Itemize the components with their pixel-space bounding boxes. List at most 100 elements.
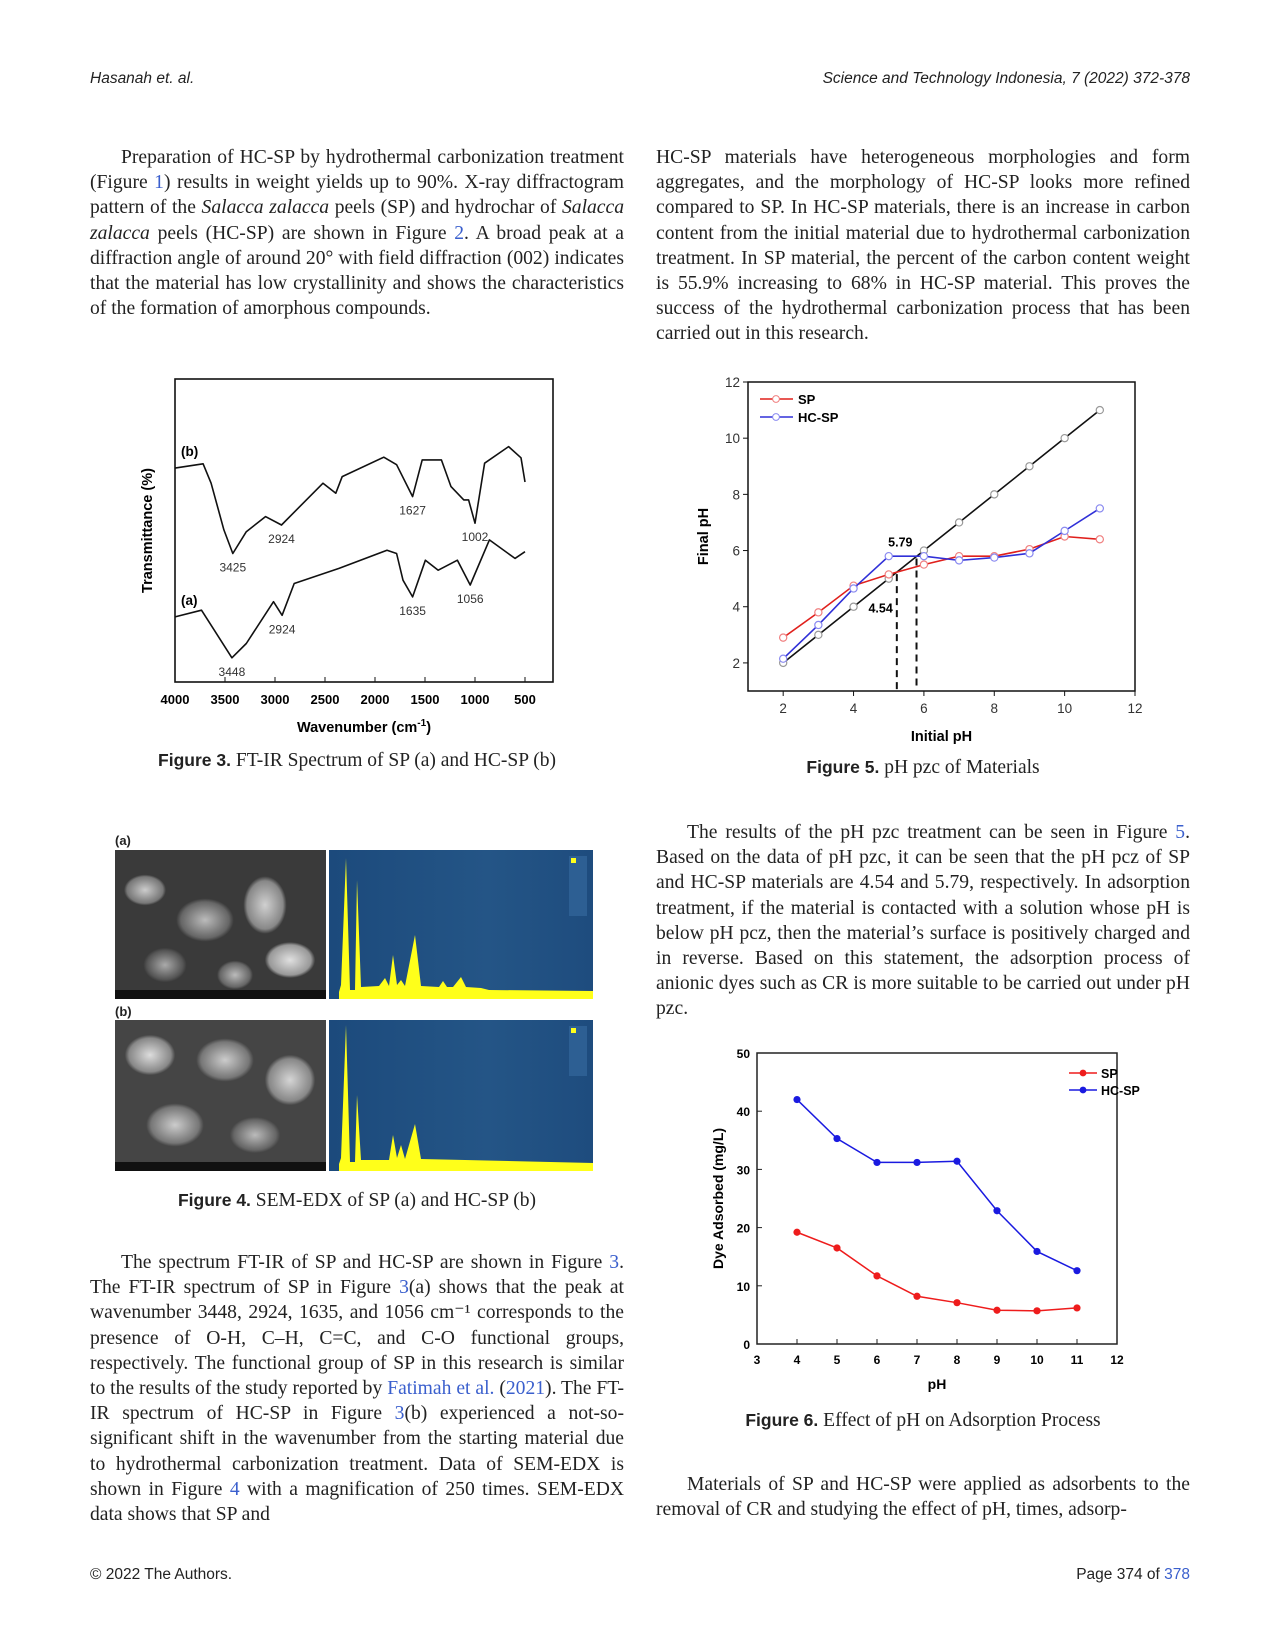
data-point — [1033, 1247, 1041, 1256]
pzc-value-label: 5.79 — [888, 535, 912, 549]
x-tick-label: 2000 — [361, 692, 390, 707]
series-line-hc-sp — [796, 1099, 1078, 1272]
x-tick-label: 4 — [850, 701, 858, 716]
data-point — [1060, 433, 1069, 443]
plot-frame — [756, 1052, 1118, 1345]
reference-link[interactable]: 1 — [154, 172, 164, 194]
spectrum-line-a — [174, 539, 526, 659]
y-tick-label: 6 — [732, 544, 740, 559]
legend-label: HC-SP — [798, 410, 839, 425]
ph-pzc-chart: 2 4 6 8 10 12 2 4 6 8 10 12 Initial pH Final pH 4.54 5.… — [696, 375, 1143, 745]
data-point — [778, 633, 788, 642]
data-point — [990, 490, 999, 499]
text-run: ). The FT-IR spectrum of HC-SP in Figure — [90, 1378, 624, 1425]
y-axis-label: Transmittance (%) — [140, 468, 156, 593]
x-tick-label: 500 — [514, 692, 536, 707]
text-run: (b) experienced a not-so-significant shi… — [90, 1403, 624, 1500]
x-label-sup: -1 — [417, 718, 426, 729]
peak-label: 1002 — [462, 530, 489, 544]
data-point — [913, 1292, 921, 1300]
x-tick-label: 11 — [1071, 1353, 1084, 1367]
text-run: The results of the pH pzc treatment can … — [687, 822, 1176, 843]
ph-adsorption-chart: 3 4 5 6 7 8 9 10 11 12 0 10 20 30 40 50 pH Dye Adsorbed (… — [710, 1047, 1140, 1392]
data-point — [993, 1306, 1001, 1314]
x-tick-label: 8 — [991, 701, 999, 716]
y-tick-label: 10 — [725, 431, 740, 446]
text-run: . A broad peak at a diffraction angle of… — [90, 222, 624, 320]
x-tick-label: 3500 — [211, 692, 240, 707]
y-tick-label: 40 — [737, 1105, 751, 1119]
x-tick-label: 1500 — [411, 692, 440, 707]
peak-label: 2924 — [268, 532, 295, 546]
data-point — [849, 602, 858, 611]
data-point — [814, 620, 823, 630]
figure-4-caption: Figure 4. SEM-EDX of SP (a) and HC-SP (b… — [90, 1190, 624, 1212]
text-run: (a) shows that the peak at wavenumber 34… — [90, 1277, 624, 1400]
x-tick-label: 12 — [1110, 1353, 1124, 1367]
paragraph-ftir-results: The spectrum FT-IR of SP and HC-SP are s… — [90, 1250, 624, 1527]
text-run: peels (HC-SP) are shown in Figure — [149, 222, 455, 244]
text-run: The spectrum FT-IR of SP and HC-SP are s… — [121, 1252, 610, 1273]
series-line-sp — [796, 1231, 1078, 1312]
total-pages-link[interactable]: 378 — [1164, 1566, 1190, 1583]
data-point — [919, 560, 929, 569]
peak-label: 1056 — [457, 592, 484, 606]
figure-label: Figure 6. — [745, 1410, 819, 1430]
data-point — [1025, 549, 1034, 558]
italic-term: Salacca zalacca — [90, 197, 624, 244]
reference-link[interactable]: 2 — [454, 222, 465, 244]
y-tick-label: 10 — [737, 1280, 751, 1294]
data-point — [873, 1158, 881, 1167]
data-point — [953, 1299, 961, 1307]
paragraph-ph-pzc-results: The results of the pH pzc treatment can … — [656, 820, 1190, 1022]
peak-label: 2924 — [269, 622, 296, 636]
x-label-main: Wavenumber (cm — [297, 720, 417, 736]
reference-link[interactable]: 4 — [229, 1478, 240, 1500]
figure-6-caption: Figure 6. Effect of pH on Adsorption Pro… — [656, 1410, 1190, 1432]
x-axis-label: Wavenumber (cm-1) — [297, 718, 431, 736]
x-tick-label: 6 — [874, 1353, 881, 1367]
legend-label: HC-SP — [1101, 1084, 1140, 1098]
x-tick-label: 12 — [1127, 701, 1142, 716]
sem-image-hc-sp — [115, 1020, 326, 1171]
data-point — [1060, 526, 1069, 536]
edx-spectrum-sp — [329, 850, 593, 999]
reference-link[interactable]: 3 — [394, 1403, 405, 1425]
panel-label-b: (b) — [115, 1004, 132, 1019]
data-point — [954, 556, 964, 565]
y-tick-label: 4 — [732, 600, 740, 615]
legend-marker — [772, 395, 780, 403]
data-point — [884, 570, 893, 579]
reference-link[interactable]: Fatimah et al. — [387, 1378, 495, 1400]
data-point — [954, 518, 964, 527]
reference-link[interactable]: 3 — [399, 1277, 409, 1299]
curve-label: (b) — [181, 444, 198, 459]
data-point — [814, 630, 823, 640]
italic-term: Salacca zalacca — [201, 197, 330, 219]
x-axis-label: pH — [928, 1376, 947, 1392]
reference-link[interactable]: 3 — [609, 1252, 620, 1273]
data-point — [814, 608, 823, 617]
data-point — [993, 1207, 1001, 1215]
y-tick-label: 2 — [732, 656, 740, 671]
y-tick-label: 20 — [737, 1222, 751, 1236]
data-point — [793, 1228, 801, 1236]
sem-info-bar — [115, 1162, 326, 1171]
x-tick-label: 3 — [754, 1353, 761, 1367]
caption-text: pH pzc of Materials — [879, 757, 1040, 778]
sem-image-sp — [115, 850, 326, 999]
data-point — [778, 654, 788, 663]
data-point — [913, 1158, 921, 1167]
legend-marker — [772, 413, 780, 421]
data-point — [793, 1095, 801, 1104]
caption-text: SEM-EDX of SP (a) and HC-SP (b) — [250, 1190, 537, 1211]
data-point — [919, 551, 929, 561]
text-run: ( — [494, 1378, 506, 1400]
reference-link[interactable]: 5 — [1175, 822, 1186, 843]
y-tick-label: 50 — [737, 1047, 751, 1061]
reference-link[interactable]: 2021 — [505, 1378, 546, 1400]
paragraph-adsorbent-application: Materials of SP and HC-SP were applied a… — [656, 1472, 1190, 1522]
legend-marker — [1079, 1069, 1087, 1077]
y-tick-label: 30 — [737, 1163, 751, 1177]
data-point — [1033, 1307, 1041, 1315]
